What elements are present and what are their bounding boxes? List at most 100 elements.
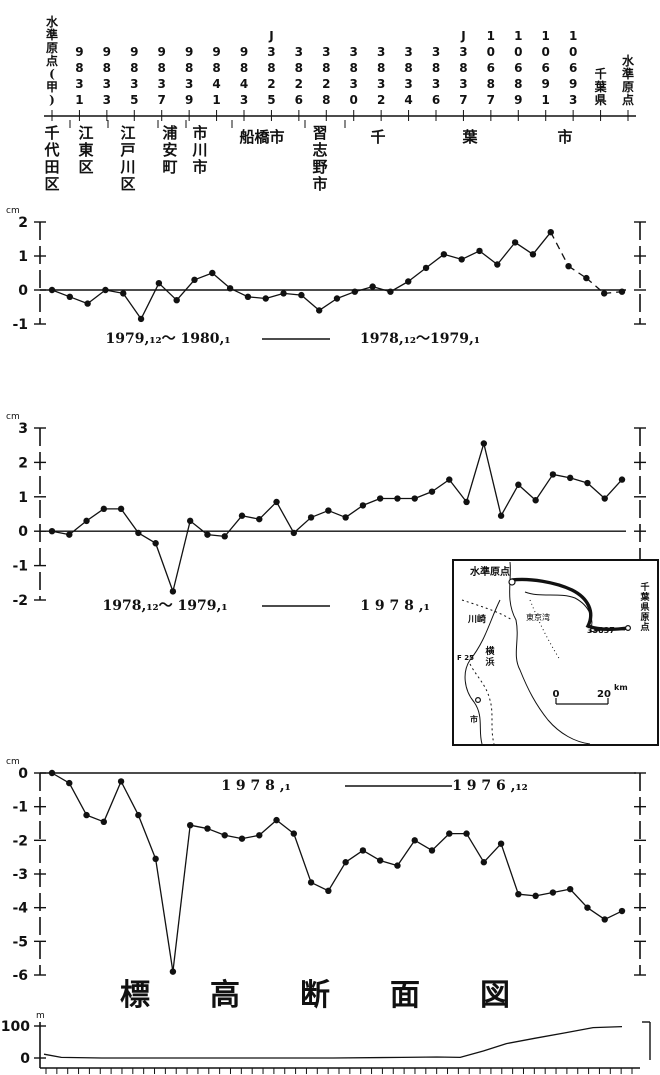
series-segment bbox=[155, 543, 174, 592]
chiba-origin-marker bbox=[624, 624, 631, 631]
y-tick-label: -1 bbox=[12, 559, 28, 575]
data-point bbox=[497, 840, 505, 847]
scale-unit-label: km bbox=[614, 683, 628, 692]
data-point bbox=[84, 300, 91, 307]
station-label-char: 3 bbox=[158, 77, 166, 91]
station-label-char: 原 bbox=[46, 41, 58, 55]
data-point bbox=[566, 474, 574, 482]
legend-right-text: 1 9 7 6 ,₁₂ bbox=[452, 778, 528, 794]
data-point bbox=[238, 835, 246, 842]
legend: 1978,₁₂～ 1979,₁ 1 9 7 8 ,₁ bbox=[103, 598, 430, 614]
data-point bbox=[117, 505, 125, 513]
chart-panel-1: 2 1 0 -1 cm 1979,₁₂～ 1980,₁ 1978,₁₂～1979,₁ bbox=[6, 206, 646, 347]
data-point bbox=[273, 816, 280, 824]
data-point bbox=[204, 531, 211, 538]
station-label-char: 4 bbox=[404, 93, 412, 107]
station-label-char: 1 bbox=[487, 29, 495, 43]
data-point bbox=[273, 498, 280, 506]
series-segment bbox=[407, 267, 427, 283]
station-label-char: 6 bbox=[487, 61, 495, 75]
station-label-char: 8 bbox=[514, 77, 522, 91]
data-point bbox=[191, 276, 198, 283]
series-segment bbox=[345, 849, 364, 863]
data-point bbox=[411, 837, 418, 844]
station-label-char: 8 bbox=[295, 61, 303, 75]
data-point bbox=[529, 251, 537, 258]
scale-start-label: 0 bbox=[553, 689, 560, 700]
station-label-char: 8 bbox=[322, 61, 330, 75]
map-label-point: 33837 bbox=[587, 626, 615, 635]
leveling-route-west bbox=[469, 663, 495, 745]
district-label: 船橋市 bbox=[239, 128, 284, 146]
station-label-char: 原 bbox=[622, 80, 634, 94]
station-label-char: 準 bbox=[622, 66, 634, 81]
station-label-char: 3 bbox=[185, 77, 193, 91]
data-point bbox=[66, 293, 74, 300]
station-label-char: 3 bbox=[432, 45, 440, 59]
series-segment bbox=[461, 250, 480, 260]
station-label-char: 3 bbox=[103, 77, 111, 91]
map-label-bay: 東京湾 bbox=[526, 612, 550, 622]
data-point bbox=[515, 481, 522, 488]
data-point bbox=[83, 517, 90, 525]
map-label-origin: 水準原点 bbox=[469, 565, 510, 578]
data-point bbox=[342, 514, 349, 521]
data-point bbox=[333, 295, 341, 302]
station-label-char: 8 bbox=[130, 61, 138, 75]
data-point bbox=[209, 269, 216, 277]
district-label-char: 戸 bbox=[120, 141, 135, 159]
data-point bbox=[394, 862, 401, 869]
district-label-char: 市 bbox=[192, 158, 207, 176]
station-label-char: 6 bbox=[514, 61, 522, 75]
station-label-char: J bbox=[460, 29, 465, 43]
y-tick-label: -3 bbox=[12, 867, 28, 883]
district-label-char: 代 bbox=[43, 141, 59, 159]
series-segment bbox=[224, 515, 243, 537]
station-label: 9 8 3 9 bbox=[185, 45, 193, 107]
station-label-char: 6 bbox=[295, 93, 303, 107]
station-label: 千葉県 bbox=[594, 66, 608, 107]
station-label-char: 3 bbox=[459, 45, 467, 59]
data-point bbox=[186, 517, 194, 525]
station-label-char: 1 bbox=[569, 29, 577, 43]
station-label: 3 8 2 8 bbox=[322, 45, 330, 107]
district-label: 浦安町 bbox=[162, 124, 177, 176]
district-label-char: 東 bbox=[78, 141, 93, 159]
district-label-char: 市 bbox=[312, 175, 327, 193]
y-tick-label: -1 bbox=[12, 800, 28, 816]
y-tick-label: 1 bbox=[18, 249, 28, 265]
data-point bbox=[221, 832, 228, 839]
profile-line bbox=[43, 1025, 623, 1059]
station-label-char: J bbox=[268, 29, 273, 43]
station-label-char: 4 bbox=[212, 77, 220, 91]
district-label-char: 市 bbox=[192, 124, 207, 142]
district-label-char: 区 bbox=[120, 175, 135, 193]
station-label-char: 8 bbox=[350, 61, 358, 75]
data-point bbox=[204, 825, 211, 832]
station-label-char: 2 bbox=[267, 77, 275, 91]
data-point bbox=[298, 291, 305, 299]
district-label-char: 習 bbox=[312, 124, 327, 142]
series-segment bbox=[229, 287, 249, 298]
data-point bbox=[290, 830, 298, 837]
station-label-char: 1 bbox=[542, 93, 550, 107]
station-label-char: 5 bbox=[130, 93, 138, 107]
data-point bbox=[618, 288, 626, 295]
series-segment bbox=[172, 520, 191, 592]
station-label-char: 5 bbox=[267, 93, 275, 107]
district-label-char: 川 bbox=[191, 141, 207, 159]
district-label-char: 安 bbox=[162, 141, 177, 159]
map-label-chiba-char: 千 bbox=[640, 581, 649, 593]
data-point bbox=[463, 498, 470, 506]
map-label-yokohama: 横浜 bbox=[485, 645, 495, 668]
data-point bbox=[186, 821, 194, 829]
station-label-char: 3 bbox=[350, 77, 358, 91]
data-point bbox=[565, 263, 572, 270]
data-point bbox=[307, 514, 315, 521]
data-point bbox=[446, 830, 453, 837]
data-point bbox=[137, 315, 145, 323]
station-label-char: 7 bbox=[459, 93, 467, 107]
data-point bbox=[155, 280, 163, 287]
